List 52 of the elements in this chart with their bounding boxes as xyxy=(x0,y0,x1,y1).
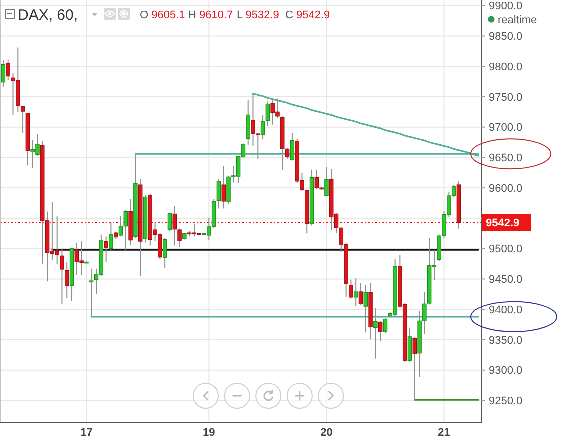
candlestick xyxy=(383,318,388,334)
candlestick xyxy=(266,101,270,127)
x-tick-label: 20 xyxy=(320,427,333,438)
candlestick xyxy=(6,59,10,80)
candlestick xyxy=(354,278,358,308)
candlestick xyxy=(168,213,172,232)
candlestick xyxy=(378,320,383,342)
ref-line-label: 9542.9 xyxy=(486,218,520,230)
annotation: H 9610.7 xyxy=(188,10,234,22)
y-tick-label: 9850.0 xyxy=(489,31,523,44)
candlestick xyxy=(104,236,108,263)
x-tick-label: 19 xyxy=(203,427,216,438)
y-tick-label: 9900.0 xyxy=(489,0,523,13)
candlestick xyxy=(216,178,222,210)
candlestick xyxy=(222,166,226,210)
y-tick-label: 9800.0 xyxy=(489,61,523,74)
candlestick xyxy=(349,279,354,300)
y-tick-label: 9600.0 xyxy=(489,182,523,195)
candlestick xyxy=(364,284,368,334)
y-tick-label: 9500.0 xyxy=(489,244,523,256)
y-tick-label: 9350.0 xyxy=(489,334,523,347)
y-tick-label: 9650.0 xyxy=(489,152,523,165)
y-tick-label: 9250.0 xyxy=(489,396,523,408)
candlestick xyxy=(178,228,182,248)
candlestick xyxy=(246,99,250,146)
candlestick xyxy=(324,166,329,198)
candlestick xyxy=(172,206,177,246)
candlestick xyxy=(90,268,94,318)
annotation: C 9542.9 xyxy=(286,10,330,22)
text: realtime xyxy=(498,14,538,26)
candlestick xyxy=(408,327,412,362)
y-tick-label: 9450.0 xyxy=(489,274,523,286)
y-tick-label: 9400.0 xyxy=(489,304,523,316)
candlestick xyxy=(290,132,295,162)
chart-title: DAX, 60, xyxy=(18,7,78,24)
y-tick-label: 9300.0 xyxy=(489,365,523,378)
x-tick-label: 21 xyxy=(438,427,450,438)
x-tick-label: 17 xyxy=(80,427,93,438)
y-tick-label: 9700.0 xyxy=(489,122,523,134)
candlestick xyxy=(60,248,64,305)
y-tick-label: 9750.0 xyxy=(489,92,523,104)
annotation: L 9532.9 xyxy=(237,10,280,22)
candlestick xyxy=(412,337,417,401)
candlestick xyxy=(162,238,168,269)
candlestick xyxy=(65,262,70,299)
candlestick xyxy=(1,60,6,88)
annotation: O 9605.1 xyxy=(140,10,186,22)
candlestick xyxy=(260,114,266,140)
candlestick xyxy=(20,106,26,134)
candlestick xyxy=(358,282,364,306)
candlestick xyxy=(109,222,114,252)
candlestick xyxy=(374,308,378,360)
